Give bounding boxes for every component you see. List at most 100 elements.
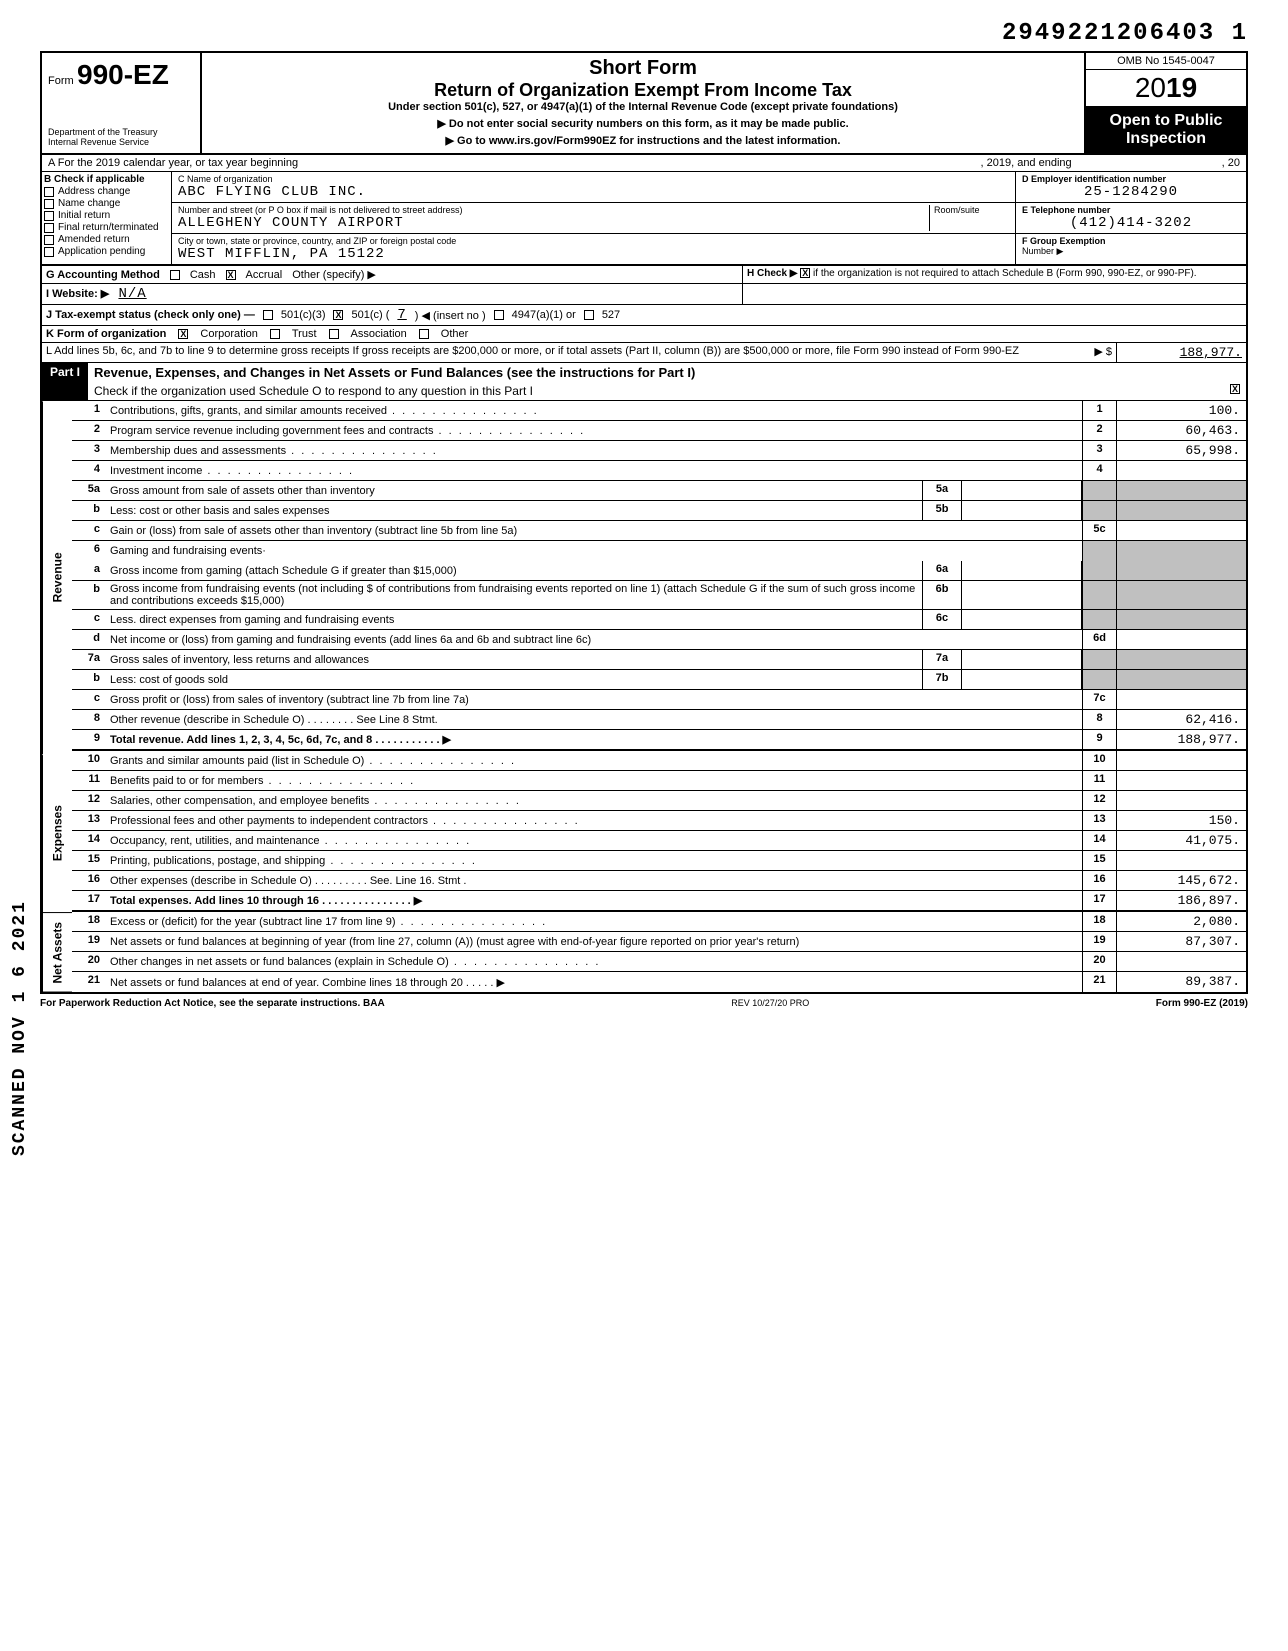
assoc-label: Association — [351, 328, 407, 340]
l-arrow: ▶ $ — [1056, 343, 1116, 362]
rn: 1 — [1082, 401, 1116, 420]
ld: Program service revenue including govern… — [110, 425, 585, 437]
chk-501c[interactable] — [333, 310, 343, 320]
rn: 19 — [1082, 932, 1116, 951]
chk-name-change[interactable]: Name change — [44, 198, 169, 209]
ln: 8 — [72, 710, 106, 729]
lv — [1116, 690, 1246, 709]
ln: 7a — [72, 650, 106, 669]
chk-501c3[interactable] — [263, 310, 273, 320]
ld: Gross profit or (loss) from sales of inv… — [110, 694, 469, 706]
line-6c: cLess. direct expenses from gaming and f… — [72, 610, 1246, 630]
rn: 2 — [1082, 421, 1116, 440]
rn: 6d — [1082, 630, 1116, 649]
lv — [1116, 481, 1246, 500]
lv: 2,080. — [1116, 912, 1246, 931]
ln: 12 — [72, 791, 106, 810]
ld: Gross sales of inventory, less returns a… — [110, 654, 369, 666]
mb: 6b — [922, 581, 962, 609]
chk-schedule-b[interactable] — [800, 268, 810, 278]
ld: Excess or (deficit) for the year (subtra… — [110, 916, 547, 928]
rn: 15 — [1082, 851, 1116, 870]
ln: d — [72, 630, 106, 649]
rn: 16 — [1082, 871, 1116, 890]
row-j-tax-status: J Tax-exempt status (check only one) — 5… — [40, 305, 1248, 326]
website-value: N/A — [118, 286, 146, 302]
ln: 18 — [72, 912, 106, 931]
lv — [1116, 751, 1246, 770]
ln: c — [72, 521, 106, 540]
footer-left: For Paperwork Reduction Act Notice, see … — [40, 998, 385, 1009]
ln: 14 — [72, 831, 106, 850]
side-net-assets: Net Assets — [42, 913, 72, 993]
row-a-end: , 20 — [1222, 157, 1240, 169]
rn: 8 — [1082, 710, 1116, 729]
ld: Printing, publications, postage, and shi… — [110, 855, 477, 867]
mb: 5b — [922, 501, 962, 520]
form-id-box: Form 990-EZ Department of the Treasury I… — [42, 53, 202, 153]
s527-label: 527 — [602, 309, 620, 321]
line-4: 4Investment income4 — [72, 461, 1246, 481]
ld: Gain or (loss) from sale of assets other… — [110, 525, 517, 537]
dln-number: 2949221206403 1 — [40, 20, 1248, 47]
lv: 150. — [1116, 811, 1246, 830]
tax-year: 2019 — [1086, 70, 1246, 106]
ln: 5a — [72, 481, 106, 500]
chk-trust[interactable] — [270, 329, 280, 339]
lv — [1116, 630, 1246, 649]
col-b-header: B Check if applicable — [44, 174, 169, 185]
chk-4947[interactable] — [494, 310, 504, 320]
line-7a: 7a Gross sales of inventory, less returns… — [72, 650, 1246, 670]
form-label: Form — [48, 75, 74, 87]
lv — [1116, 501, 1246, 520]
rn: 4 — [1082, 461, 1116, 480]
chk-initial-return[interactable]: Initial return — [44, 210, 169, 221]
chk-final-return[interactable]: Final return/terminated — [44, 222, 169, 233]
lv — [1116, 541, 1246, 561]
col-d-ein: D Employer identification number 25-1284… — [1016, 172, 1246, 264]
line-9: 9Total revenue. Add lines 1, 2, 3, 4, 5c… — [72, 730, 1246, 751]
ld: Grants and similar amounts paid (list in… — [110, 755, 516, 767]
chk-amended-return[interactable]: Amended return — [44, 234, 169, 245]
mb: 5a — [922, 481, 962, 500]
open-line1: Open to Public — [1110, 112, 1223, 129]
chk-accrual[interactable] — [226, 270, 236, 280]
ld: Salaries, other compensation, and employ… — [110, 795, 521, 807]
side-expenses: Expenses — [42, 755, 72, 913]
lv: 87,307. — [1116, 932, 1246, 951]
line-13: 13Professional fees and other payments t… — [72, 811, 1246, 831]
ld: Other expenses (describe in Schedule O) … — [110, 875, 466, 887]
part1-header-row: Part I Revenue, Expenses, and Changes in… — [40, 363, 1248, 401]
line-14: 14Occupancy, rent, utilities, and mainte… — [72, 831, 1246, 851]
ld: Net income or (loss) from gaming and fun… — [110, 634, 591, 646]
chk-address-change[interactable]: Address change — [44, 186, 169, 197]
rn: 3 — [1082, 441, 1116, 460]
city-label: City or town, state or province, country… — [178, 236, 1009, 246]
lv — [1116, 610, 1246, 629]
room-label: Room/suite — [934, 205, 1009, 215]
chk-schedule-o[interactable] — [1230, 384, 1240, 394]
title-sub: Under section 501(c), 527, or 4947(a)(1)… — [210, 101, 1076, 113]
chk-corporation[interactable] — [178, 329, 188, 339]
ln: 20 — [72, 952, 106, 971]
chk-association[interactable] — [329, 329, 339, 339]
rn — [1082, 481, 1116, 500]
row-i-website: I Website: ▶ N/A — [40, 284, 1248, 305]
year-suffix: 19 — [1166, 72, 1197, 103]
lv — [1116, 650, 1246, 669]
col-b-checkboxes: B Check if applicable Address change Nam… — [42, 172, 172, 264]
other-org-label: Other — [441, 328, 469, 340]
part1-table: Revenue Expenses Net Assets 1Contributio… — [40, 401, 1248, 994]
open-line2: Inspection — [1126, 130, 1206, 147]
chk-other-org[interactable] — [419, 329, 429, 339]
line-19: 19Net assets or fund balances at beginni… — [72, 932, 1246, 952]
rn: 13 — [1082, 811, 1116, 830]
chk-application-pending[interactable]: Application pending — [44, 246, 169, 257]
lv: 41,075. — [1116, 831, 1246, 850]
ln: 2 — [72, 421, 106, 440]
chk-cash[interactable] — [170, 270, 180, 280]
mb: 7b — [922, 670, 962, 689]
accrual-label: Accrual — [246, 269, 283, 281]
chk-527[interactable] — [584, 310, 594, 320]
rn — [1082, 670, 1116, 689]
